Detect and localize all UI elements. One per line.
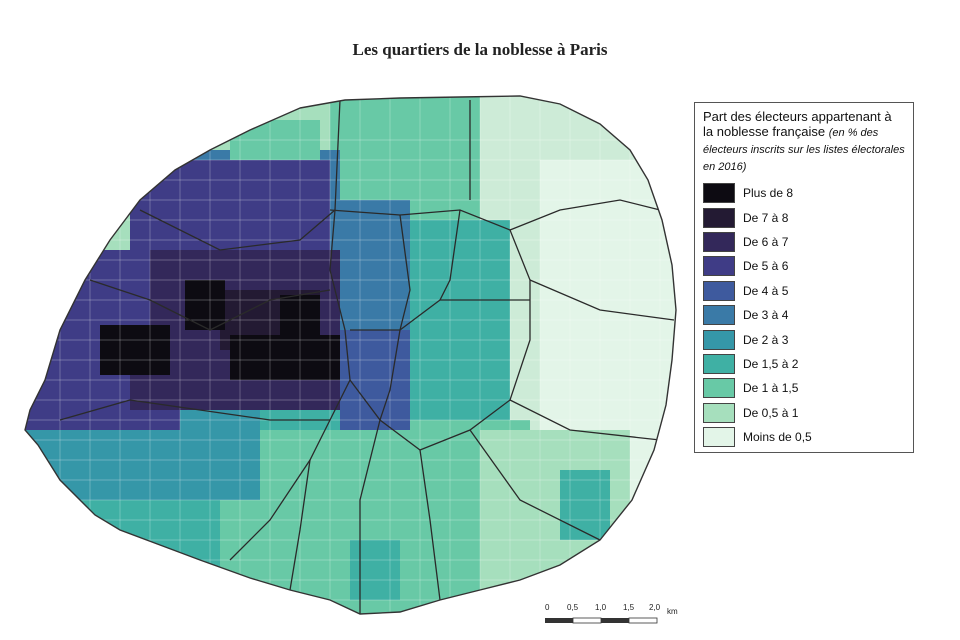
legend-label: Plus de 8 [743,186,794,201]
scale-tick-20: 2,0 [649,603,661,612]
legend-label: De 5 à 6 [743,259,789,274]
legend-classes: Plus de 8 De 7 à 8 De 6 à 7 De 5 à 6 De 4 à … [703,181,905,449]
legend-label: De 2 à 3 [743,332,789,347]
legend-label: De 0,5 à 1 [743,405,799,420]
legend-label: De 7 à 8 [743,210,789,225]
legend-swatch [703,207,735,228]
legend-title: Part des électeurs appartenant à la nobl… [703,109,905,175]
map-title: Les quartiers de la noblesse à Paris [352,40,608,59]
legend-item: De 0,5 à 1 [703,401,905,425]
legend-swatch [703,402,735,423]
legend-swatch [703,427,735,448]
legend-item: De 2 à 3 [703,327,905,351]
legend-item: De 6 à 7 [703,230,905,254]
legend-label: De 1,5 à 2 [743,356,799,371]
legend-swatch [703,329,735,350]
legend-title-note: (en % des électeurs inscrits sur les lis… [703,127,905,173]
legend-label: De 6 à 7 [743,234,789,249]
legend-label: Moins de 0,5 [743,430,812,445]
legend-swatch [703,183,735,204]
legend-item: De 5 à 6 [703,254,905,278]
legend-item: Plus de 8 [703,181,905,205]
legend-item: De 1 à 1,5 [703,376,905,400]
legend-item: De 4 à 5 [703,279,905,303]
legend-item: De 3 à 4 [703,303,905,327]
legend-swatch [703,378,735,399]
scale-tick-10: 1,0 [595,603,607,612]
legend-swatch [703,353,735,374]
legend-label: De 3 à 4 [743,308,789,323]
scale-graphic [545,617,658,624]
legend-item: De 7 à 8 [703,205,905,229]
legend-title-main: Part des électeurs appartenant à la nobl… [703,109,892,139]
legend-item: Moins de 0,5 [703,425,905,449]
scale-tick-15: 1,5 [623,603,635,612]
legend-swatch [703,280,735,301]
map-legend: Part des électeurs appartenant à la nobl… [694,102,914,453]
legend-item: De 1,5 à 2 [703,352,905,376]
scale-bar: 0 0,5 1,0 1,5 2,0 km [545,603,678,633]
scale-tick-05: 0,5 [567,603,579,612]
scale-unit: km [667,607,678,616]
legend-swatch [703,231,735,252]
scale-tick-0: 0 [545,603,550,612]
paris-outline [24,95,677,615]
legend-swatch [703,305,735,326]
legend-label: De 4 à 5 [743,283,789,298]
legend-swatch [703,256,735,277]
arrondissement-boundaries [59,99,675,614]
scale-labels: 0 0,5 1,0 1,5 2,0 km [545,603,678,616]
legend-label: De 1 à 1,5 [743,381,799,396]
